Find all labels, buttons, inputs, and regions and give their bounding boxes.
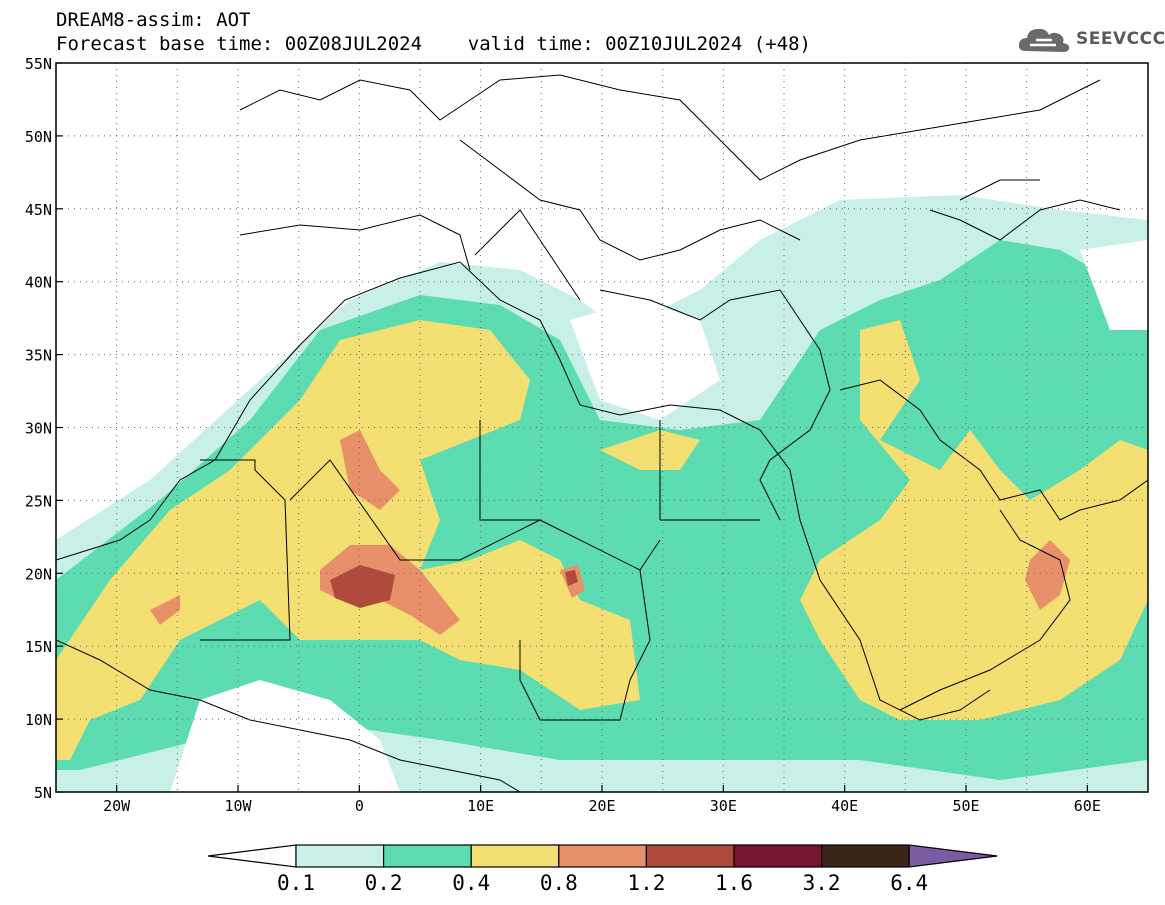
logo-text: SEEVCCC [1076,29,1165,49]
lon-label: 30E [710,797,737,815]
colorbar-tick-label: 1.6 [715,871,753,895]
colorbar-tick-label: 0.4 [452,871,490,895]
aot-field [56,195,1148,792]
lat-label: 40N [25,274,52,292]
lat-label: 20N [25,565,52,583]
colorbar-tick-label: 3.2 [803,871,841,895]
colorbar-segment [558,844,647,868]
lon-label: 50E [952,797,979,815]
colorbar-tick-label: 1.2 [627,871,665,895]
lat-label: 50N [25,128,52,146]
coastlines [56,74,1148,792]
lon-label: 40E [831,797,858,815]
lon-label: 0 [355,797,364,815]
lat-label: 5N [34,784,52,802]
colorbar-segment [645,844,735,868]
colorbar-tick-label: 0.1 [277,871,315,895]
cloud-icon [1018,28,1070,52]
colorbar: 0.1 0.2 0.4 0.8 1.2 1.6 3.2 6.4 [207,844,998,895]
lat-label: 35N [25,347,52,365]
lat-label: 10N [25,711,52,729]
colorbar-tick-label: 6.4 [890,871,928,895]
latitude-labels: 55N 50N 45N 40N 35N 30N 25N 20N 15N 10N 5N [25,55,63,802]
forecast-time-subtitle: Forecast base time: 00Z08JUL2024 valid t… [56,33,811,55]
colorbar-max-arrow [908,844,998,868]
colorbar-min-arrow [207,844,297,868]
colorbar-segment [820,844,910,868]
lon-label: 20W [103,797,131,815]
lon-label: 60E [1074,797,1101,815]
aot-band-0.4 [56,320,640,760]
colorbar-segment [470,844,560,868]
aot-band-0.8 [340,430,400,510]
lat-label: 55N [25,55,52,73]
colorbar-segment [295,844,385,868]
seevccc-logo: SEEVCCC [1016,20,1165,60]
longitude-labels: 20W 10W 0 10E 20E 30E 40E 50E 60E [103,785,1101,815]
lat-label: 25N [25,492,52,510]
colorbar-segment [383,844,472,868]
map-title: DREAM8-assim: AOT [56,9,251,31]
colorbar-tick-label: 0.2 [365,871,403,895]
lat-label: 45N [25,201,52,219]
lat-label: 30N [25,420,52,438]
lon-label: 10E [467,797,494,815]
lat-label: 15N [25,638,52,656]
aot-band-1.2 [330,565,395,608]
colorbar-tick-label: 0.8 [540,871,578,895]
lon-label: 10W [224,797,252,815]
colorbar-segment [733,844,823,868]
lon-label: 20E [588,797,615,815]
